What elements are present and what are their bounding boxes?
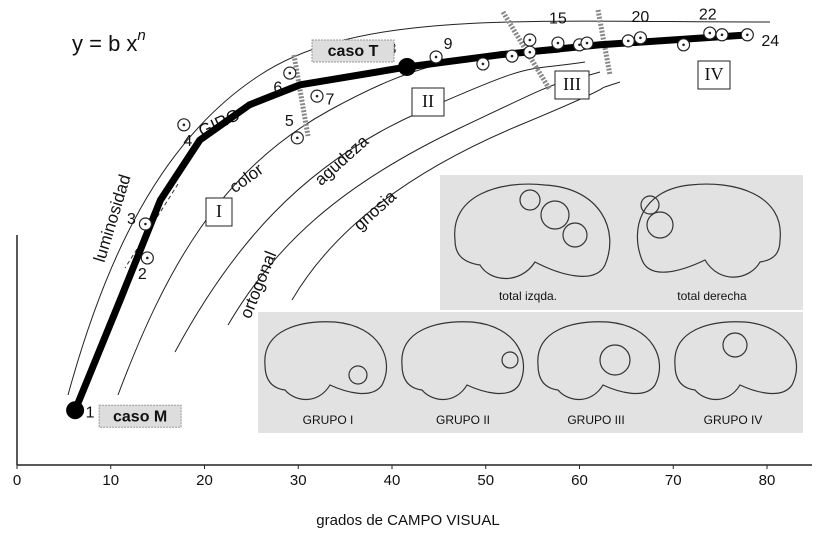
page: {"chart_data": {"type": "line", "formula…	[0, 0, 817, 535]
point-center	[435, 56, 438, 59]
inset-caption: total derecha	[677, 289, 747, 303]
point-center	[511, 55, 514, 58]
point-center	[183, 124, 186, 127]
point-center	[289, 72, 292, 75]
point-center	[721, 33, 724, 36]
case-label: caso T	[328, 43, 379, 60]
inset-caption: GRUPO II	[436, 413, 490, 427]
point-center	[709, 32, 712, 35]
point-label: 1	[86, 404, 95, 421]
curve-label: ortogonal	[236, 248, 280, 321]
formula-exponent: n	[137, 27, 145, 44]
point-label: 20	[632, 9, 650, 26]
zone-label: III	[563, 74, 581, 94]
point-label: 24	[761, 33, 779, 50]
x-tick-label: 0	[13, 472, 21, 489]
point-label: 5	[285, 113, 294, 130]
case-label: caso M	[113, 408, 167, 425]
zone-label: II	[422, 91, 434, 111]
point-center	[529, 51, 532, 54]
point-label: 6	[273, 79, 282, 96]
formula: y = b xn	[72, 27, 146, 56]
chart: grados de CAMPO VISUAL y = b xn luminosi…	[0, 0, 817, 535]
point-center	[146, 257, 149, 260]
point-center	[586, 42, 589, 45]
x-tick-label: 40	[384, 472, 401, 489]
point-label: 22	[699, 6, 717, 23]
x-tick-label: 80	[759, 472, 776, 489]
formula-base: y = b x	[72, 31, 137, 56]
x-axis-label: grados de CAMPO VISUAL	[316, 512, 499, 529]
curve-label: color	[226, 160, 267, 197]
curve-label: agudeza	[311, 131, 373, 189]
point-center	[578, 43, 581, 46]
inset-bottom: GRUPO I GRUPO II GRUPO III GRUPO IV	[258, 312, 803, 433]
point-label: 3	[127, 211, 136, 228]
inset-top: total izqda. total derecha	[440, 175, 803, 310]
point-center	[639, 37, 642, 40]
point-center	[627, 40, 630, 43]
curve-labels: luminosidad GIRO color agudeza gnosia or…	[90, 105, 400, 321]
point-label: 4	[183, 133, 192, 150]
inset-caption: GRUPO I	[303, 413, 354, 427]
x-tick-label: 50	[477, 472, 494, 489]
point-center	[746, 33, 749, 36]
point-center	[557, 42, 560, 45]
point-center	[316, 95, 319, 98]
x-tick-label: 10	[102, 472, 119, 489]
point-center	[682, 43, 685, 46]
point-label: 7	[326, 91, 335, 108]
case-point	[66, 401, 84, 419]
curve-label: gnosia	[350, 186, 400, 234]
point-label: 2	[138, 266, 147, 283]
x-tick-label: 70	[665, 472, 682, 489]
point-center	[296, 137, 299, 140]
inset-caption: total izqda.	[499, 289, 557, 303]
inset-caption: GRUPO IV	[704, 413, 763, 427]
point-center	[482, 63, 485, 66]
case-point	[398, 58, 416, 76]
x-tick-label: 20	[196, 472, 213, 489]
point-label: 15	[549, 10, 567, 27]
point-center	[529, 39, 532, 42]
inset-caption: GRUPO III	[567, 413, 624, 427]
x-tick-label: 30	[290, 472, 307, 489]
point-label: 9	[444, 36, 453, 53]
zone-label: I	[216, 201, 222, 221]
x-tick-label: 60	[571, 472, 588, 489]
inset-panel	[440, 175, 803, 310]
zone-label: IV	[705, 64, 724, 84]
point-center	[144, 223, 147, 226]
